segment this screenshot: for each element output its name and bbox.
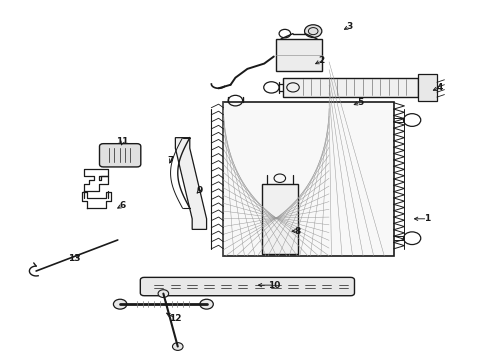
Text: 8: 8 (294, 227, 301, 236)
Text: 5: 5 (357, 98, 364, 107)
Text: 10: 10 (268, 281, 280, 290)
Circle shape (305, 25, 322, 37)
Text: 7: 7 (168, 156, 174, 165)
Circle shape (172, 343, 183, 350)
Text: 3: 3 (346, 22, 353, 31)
Circle shape (200, 299, 213, 309)
Bar (283, 78, 418, 97)
FancyBboxPatch shape (140, 277, 354, 296)
Text: 4: 4 (436, 83, 442, 92)
Polygon shape (175, 138, 207, 229)
Text: 6: 6 (120, 201, 125, 210)
Bar (276, 39, 322, 71)
Text: 1: 1 (424, 214, 431, 223)
Text: 11: 11 (116, 138, 129, 147)
Bar (262, 184, 298, 254)
Text: 12: 12 (169, 314, 182, 323)
Text: 9: 9 (196, 186, 202, 195)
Bar (223, 102, 394, 256)
Bar (418, 74, 437, 100)
Circle shape (158, 290, 169, 297)
Text: 2: 2 (318, 56, 325, 65)
Circle shape (113, 299, 127, 309)
FancyBboxPatch shape (99, 144, 141, 167)
Text: 13: 13 (68, 254, 81, 263)
